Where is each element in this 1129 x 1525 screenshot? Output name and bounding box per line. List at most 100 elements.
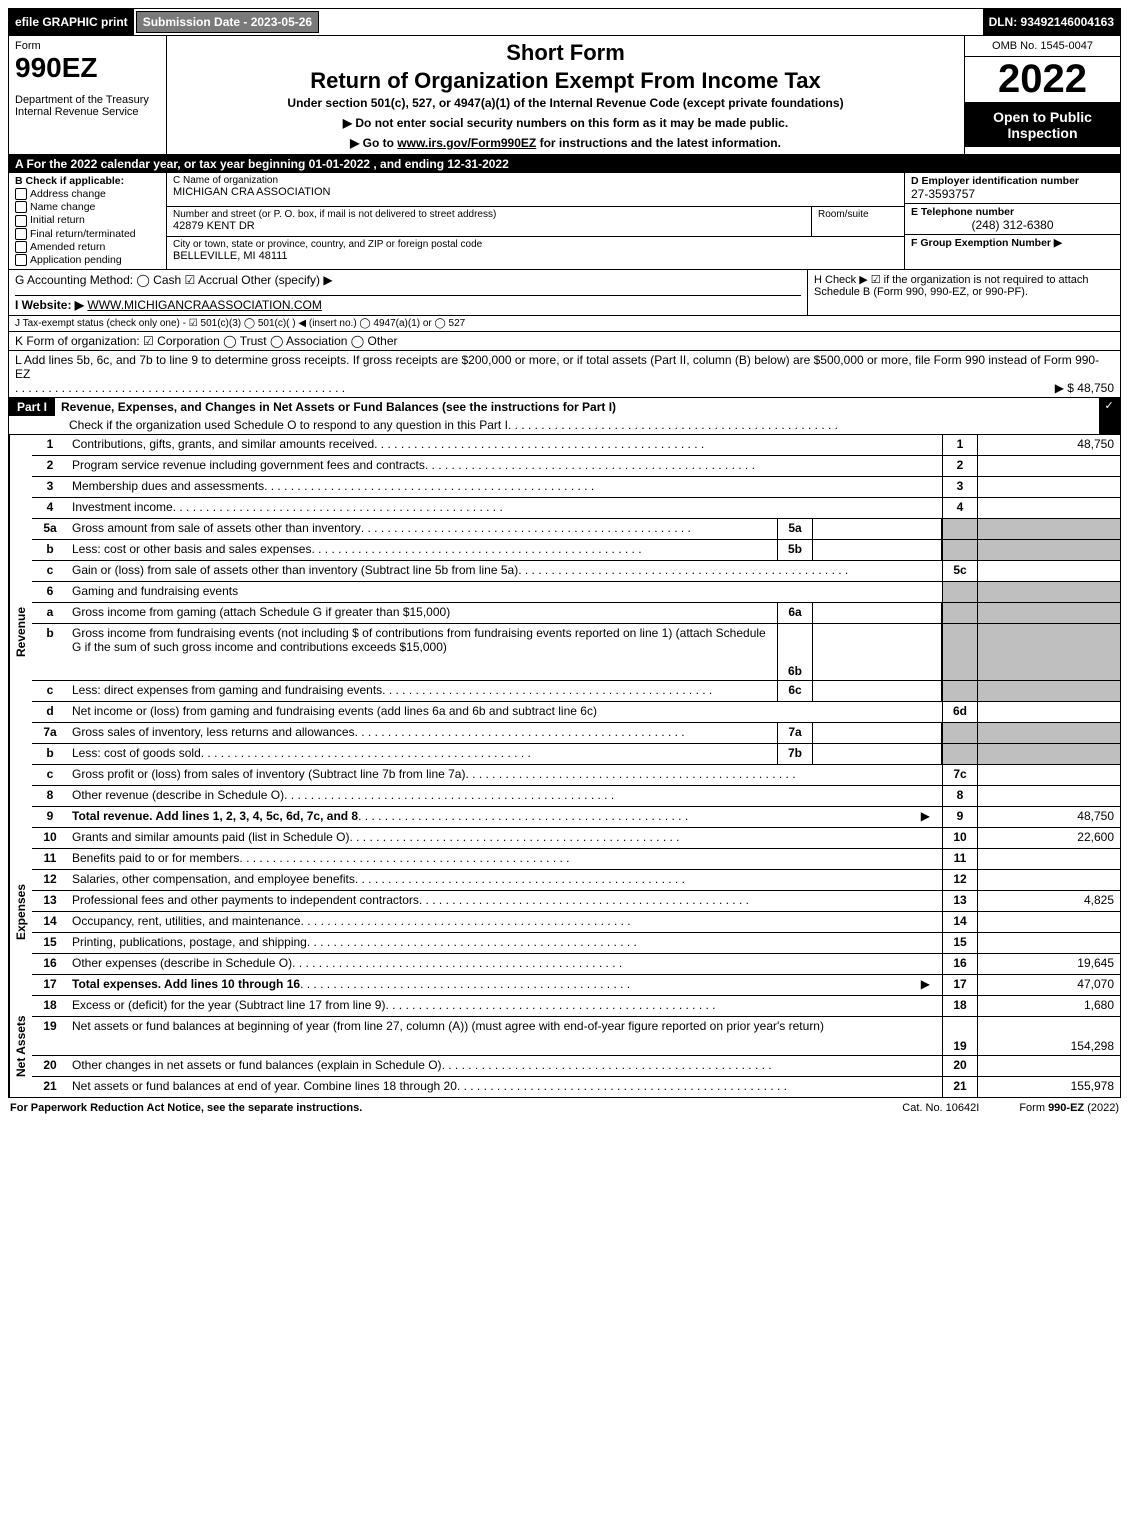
form-number: 990EZ (15, 52, 160, 84)
line-9: 9 Total revenue. Add lines 1, 2, 3, 4, 5… (32, 807, 1120, 828)
form-word: Form (15, 40, 160, 52)
check-name-change[interactable]: Name change (15, 201, 160, 213)
line-1-value: 48,750 (977, 435, 1120, 455)
line-18-value: 1,680 (977, 996, 1120, 1016)
line-20-value (977, 1056, 1120, 1076)
header-left: Form 990EZ Department of the Treasury In… (9, 36, 167, 154)
check-final-return[interactable]: Final return/terminated (15, 228, 160, 240)
line-7c: c Gross profit or (loss) from sales of i… (32, 765, 1120, 786)
section-bcdef: B Check if applicable: Address change Na… (9, 173, 1120, 270)
section-d: D Employer identification number 27-3593… (905, 173, 1120, 204)
efile-print-button[interactable]: efile GRAPHIC print (9, 9, 134, 35)
group-exemption-label: F Group Exemption Number ▶ (911, 237, 1114, 249)
line-10-value: 22,600 (977, 828, 1120, 848)
line-13-value: 4,825 (977, 891, 1120, 911)
section-gh-row: G Accounting Method: ◯ Cash ☑ Accrual Ot… (9, 270, 1120, 315)
line-15-value (977, 933, 1120, 953)
line-17-value: 47,070 (977, 975, 1120, 995)
section-a-tax-year: A For the 2022 calendar year, or tax yea… (9, 155, 1120, 173)
ein-value: 27-3593757 (911, 187, 1114, 201)
check-address-change[interactable]: Address change (15, 188, 160, 200)
section-g: G Accounting Method: ◯ Cash ☑ Accrual Ot… (9, 270, 807, 315)
header-center: Short Form Return of Organization Exempt… (167, 36, 964, 154)
section-k: K Form of organization: ☑ Corporation ◯ … (9, 332, 1120, 351)
section-f: F Group Exemption Number ▶ (905, 235, 1120, 269)
line-19: 19 Net assets or fund balances at beginn… (32, 1017, 1120, 1056)
tax-year: 2022 (965, 57, 1120, 103)
line-5a-value (813, 519, 942, 539)
accounting-method: G Accounting Method: ◯ Cash ☑ Accrual Ot… (15, 273, 801, 295)
line-5b-value (813, 540, 942, 560)
instruction-ssn: ▶ Do not enter social security numbers o… (175, 116, 956, 130)
part1-check-line: Check if the organization used Schedule … (69, 418, 508, 432)
check-initial-return[interactable]: Initial return (15, 214, 160, 226)
section-def: D Employer identification number 27-3593… (904, 173, 1120, 269)
line-13: 13 Professional fees and other payments … (32, 891, 1120, 912)
line-18: 18 Excess or (deficit) for the year (Sub… (32, 996, 1120, 1017)
section-b-checkboxes: B Check if applicable: Address change Na… (9, 173, 167, 269)
line-6d-value (977, 702, 1120, 722)
expenses-section: Expenses 10 Grants and similar amounts p… (9, 828, 1120, 996)
section-l-text: L Add lines 5b, 6c, and 7b to line 9 to … (15, 353, 1114, 381)
line-5a: 5a Gross amount from sale of assets othe… (32, 519, 1120, 540)
check-amended-return[interactable]: Amended return (15, 241, 160, 253)
dln-label: DLN: 93492146004163 (983, 9, 1120, 35)
phone-label: E Telephone number (911, 206, 1114, 218)
line-17: 17 Total expenses. Add lines 10 through … (32, 975, 1120, 996)
org-name-cell: C Name of organization MICHIGAN CRA ASSO… (167, 173, 904, 207)
line-7a-value (813, 723, 942, 743)
line-6d: d Net income or (loss) from gaming and f… (32, 702, 1120, 723)
line-21-value: 155,978 (977, 1077, 1120, 1097)
paperwork-notice: For Paperwork Reduction Act Notice, see … (10, 1102, 862, 1114)
line-14-value (977, 912, 1120, 932)
form-990ez: efile GRAPHIC print Submission Date - 20… (8, 8, 1121, 1098)
section-l: L Add lines 5b, 6c, and 7b to line 9 to … (9, 351, 1120, 398)
street-row: Number and street (or P. O. box, if mail… (167, 207, 904, 237)
line-12: 12 Salaries, other compensation, and emp… (32, 870, 1120, 891)
form-ref: Form 990-EZ (2022) (1019, 1102, 1119, 1114)
org-name-label: C Name of organization (173, 175, 898, 186)
part1-schedule-o-check[interactable] (1099, 398, 1120, 434)
line-5c-value (977, 561, 1120, 581)
page-footer: For Paperwork Reduction Act Notice, see … (8, 1098, 1121, 1118)
city-value: BELLEVILLE, MI 48111 (173, 250, 898, 262)
website-label: I Website: ▶ (15, 298, 84, 312)
section-b-title: B Check if applicable: (15, 175, 160, 187)
line-5b: b Less: cost or other basis and sales ex… (32, 540, 1120, 561)
netassets-vert-label: Net Assets (9, 996, 32, 1097)
city-cell: City or town, state or province, country… (167, 237, 904, 270)
form-header: Form 990EZ Department of the Treasury In… (9, 36, 1120, 155)
section-l-amount: ▶ $ 48,750 (1049, 381, 1114, 395)
irs-link[interactable]: www.irs.gov/Form990EZ (397, 136, 536, 150)
top-bar: efile GRAPHIC print Submission Date - 20… (9, 9, 1120, 36)
part1-label: Part I (9, 398, 55, 416)
section-h: H Check ▶ ☑ if the organization is not r… (807, 270, 1120, 315)
website-link[interactable]: WWW.MICHIGANCRAASSOCIATION.COM (87, 298, 321, 312)
net-assets-section: Net Assets 18 Excess or (deficit) for th… (9, 996, 1120, 1097)
line-6b: b Gross income from fundraising events (… (32, 624, 1120, 681)
open-to-public: Open to Public Inspection (965, 103, 1120, 147)
line-11-value (977, 849, 1120, 869)
line-16: 16 Other expenses (describe in Schedule … (32, 954, 1120, 975)
section-c-wrapper: C Name of organization MICHIGAN CRA ASSO… (167, 173, 1120, 269)
line-3: 3 Membership dues and assessments 3 (32, 477, 1120, 498)
check-application-pending[interactable]: Application pending (15, 254, 160, 266)
revenue-vert-label: Revenue (9, 435, 32, 828)
subtitle: Under section 501(c), 527, or 4947(a)(1)… (175, 96, 956, 110)
ein-label: D Employer identification number (911, 175, 1114, 187)
line-16-value: 19,645 (977, 954, 1120, 974)
inst2-pre: ▶ Go to (350, 136, 397, 150)
name-address-block: C Name of organization MICHIGAN CRA ASSO… (167, 173, 904, 269)
omb-number: OMB No. 1545-0047 (965, 36, 1120, 57)
submission-date-button[interactable]: Submission Date - 2023-05-26 (136, 11, 319, 33)
line-5c: c Gain or (loss) from sale of assets oth… (32, 561, 1120, 582)
line-4-value (977, 498, 1120, 518)
section-j: J Tax-exempt status (check only one) - ☑… (9, 315, 1120, 332)
header-right: OMB No. 1545-0047 2022 Open to Public In… (964, 36, 1120, 154)
section-e: E Telephone number (248) 312-6380 (905, 204, 1120, 235)
line-6b-value (813, 624, 942, 680)
room-label: Room/suite (818, 209, 898, 220)
street-label: Number and street (or P. O. box, if mail… (173, 209, 805, 220)
line-10: 10 Grants and similar amounts paid (list… (32, 828, 1120, 849)
line-4: 4 Investment income 4 (32, 498, 1120, 519)
